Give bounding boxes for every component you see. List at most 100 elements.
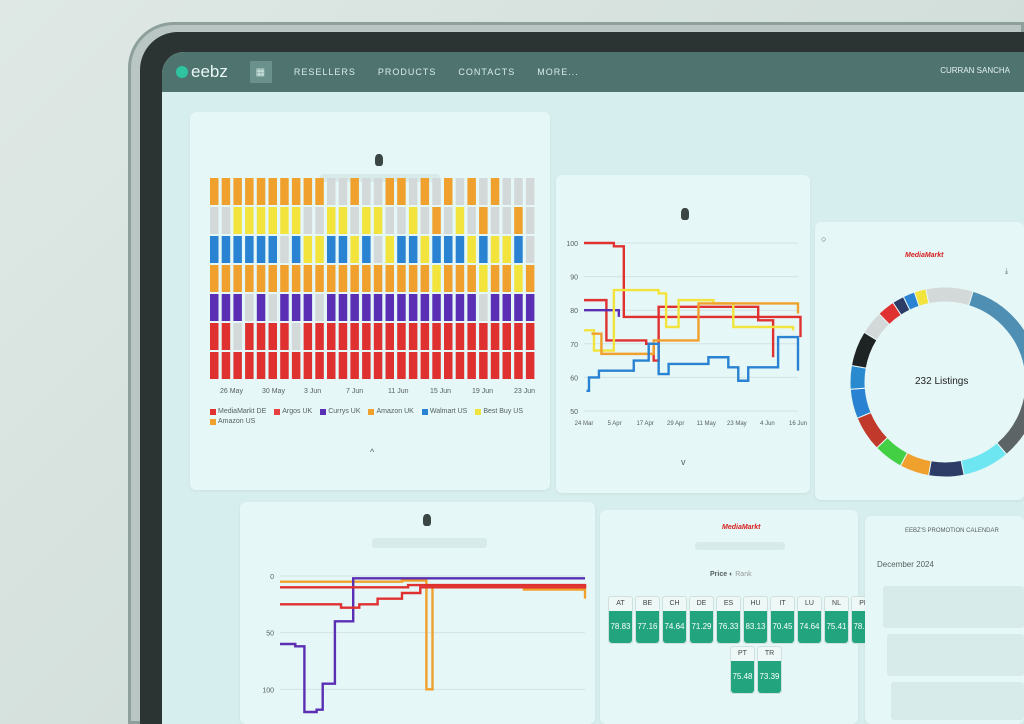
bar-segment[interactable] <box>338 294 348 321</box>
bar-segment[interactable] <box>525 265 535 292</box>
bar-segment[interactable] <box>303 352 313 379</box>
bar-segment[interactable] <box>350 294 359 321</box>
bar-segment[interactable] <box>397 236 406 263</box>
bar-segment[interactable] <box>479 236 488 263</box>
bar-segment[interactable] <box>479 265 488 292</box>
bar-segment[interactable] <box>256 265 266 292</box>
bar-segment[interactable] <box>233 178 242 205</box>
bar-segment[interactable] <box>303 178 313 205</box>
bar-segment[interactable] <box>397 352 406 379</box>
bar-segment[interactable] <box>338 236 348 263</box>
bar-segment[interactable] <box>268 265 278 292</box>
bar-segment[interactable] <box>350 352 359 379</box>
country-tile[interactable]: ES 76.33 <box>716 596 741 644</box>
bar-segment[interactable] <box>291 207 301 234</box>
legend-item[interactable]: Best Buy US <box>475 408 523 415</box>
bar-segment[interactable] <box>303 265 313 292</box>
bar-segment[interactable] <box>444 236 453 263</box>
price-rank-toggle[interactable]: Price ◐ Rank <box>710 571 752 578</box>
bar-segment[interactable] <box>408 207 418 234</box>
legend-item[interactable]: Amazon UK <box>368 408 414 415</box>
bar-segment[interactable] <box>455 352 465 379</box>
bar-segment[interactable] <box>502 294 512 321</box>
pin-icon[interactable] <box>375 154 383 166</box>
bar-segment[interactable] <box>362 265 371 292</box>
bar-segment[interactable] <box>455 178 465 205</box>
bar-segment[interactable] <box>338 207 348 234</box>
bar-segment[interactable] <box>303 236 313 263</box>
bar-segment[interactable] <box>479 352 488 379</box>
bar-segment[interactable] <box>432 265 441 292</box>
bar-segment[interactable] <box>514 207 523 234</box>
series-line[interactable] <box>584 288 795 352</box>
bar-segment[interactable] <box>373 236 383 263</box>
bar-segment[interactable] <box>256 323 266 350</box>
country-tile[interactable]: LU 74.64 <box>797 596 822 644</box>
bar-segment[interactable] <box>514 294 523 321</box>
bar-segment[interactable] <box>268 294 278 321</box>
bar-segment[interactable] <box>432 323 441 350</box>
bar-segment[interactable] <box>280 207 289 234</box>
bar-segment[interactable] <box>291 294 301 321</box>
bar-segment[interactable] <box>291 178 301 205</box>
series-line[interactable] <box>584 309 621 317</box>
donut-slice[interactable] <box>968 290 1024 372</box>
bar-segment[interactable] <box>303 294 313 321</box>
bar-segment[interactable] <box>490 323 500 350</box>
country-tile[interactable]: TR 73.39 <box>757 646 782 694</box>
country-tile[interactable]: AT 78.83 <box>608 596 633 644</box>
legend-item[interactable]: Argos UK <box>274 408 312 415</box>
bar-segment[interactable] <box>280 265 289 292</box>
expand-icon[interactable]: v <box>681 457 686 467</box>
bar-segment[interactable] <box>502 265 512 292</box>
bar-segment[interactable] <box>490 352 500 379</box>
bar-segment[interactable] <box>373 265 383 292</box>
bar-segment[interactable] <box>514 352 523 379</box>
bar-segment[interactable] <box>514 265 523 292</box>
nav-contacts[interactable]: CONTACTS <box>458 67 516 77</box>
bar-segment[interactable] <box>525 207 535 234</box>
bar-segment[interactable] <box>420 265 430 292</box>
series-line[interactable] <box>584 241 802 338</box>
bar-segment[interactable] <box>408 265 418 292</box>
bar-segment[interactable] <box>362 207 371 234</box>
bar-segment[interactable] <box>502 207 512 234</box>
bar-segment[interactable] <box>455 236 465 263</box>
bar-segment[interactable] <box>280 236 289 263</box>
country-tile[interactable]: DE 71.29 <box>689 596 714 644</box>
brand-logo[interactable]: eebz <box>176 62 228 82</box>
bar-segment[interactable] <box>385 294 395 321</box>
bar-segment[interactable] <box>467 352 476 379</box>
series-line[interactable] <box>586 335 800 393</box>
bar-segment[interactable] <box>455 207 465 234</box>
donut-slice[interactable] <box>960 442 1008 476</box>
bar-segment[interactable] <box>315 236 324 263</box>
donut-slice[interactable] <box>849 364 867 390</box>
user-menu[interactable]: CURRAN SANCHA <box>940 66 1010 75</box>
bar-segment[interactable] <box>233 352 242 379</box>
bar-segment[interactable] <box>420 294 430 321</box>
bar-segment[interactable] <box>490 265 500 292</box>
bar-segment[interactable] <box>467 207 476 234</box>
bar-segment[interactable] <box>268 236 278 263</box>
bar-segment[interactable] <box>362 352 371 379</box>
bar-segment[interactable] <box>256 236 266 263</box>
pin-icon[interactable] <box>681 208 689 220</box>
bar-segment[interactable] <box>502 178 512 205</box>
bar-segment[interactable] <box>397 323 406 350</box>
series-line[interactable] <box>280 579 587 691</box>
bar-segment[interactable] <box>432 178 441 205</box>
bar-segment[interactable] <box>303 323 313 350</box>
bar-segment[interactable] <box>362 178 371 205</box>
bar-segment[interactable] <box>280 178 289 205</box>
legend-item[interactable]: Walmart US <box>421 408 467 415</box>
bar-segment[interactable] <box>385 323 395 350</box>
bar-segment[interactable] <box>525 236 535 263</box>
bar-segment[interactable] <box>327 323 336 350</box>
bar-segment[interactable] <box>327 207 336 234</box>
bar-segment[interactable] <box>502 236 512 263</box>
nav-products[interactable]: PRODUCTS <box>377 67 437 77</box>
bar-segment[interactable] <box>327 294 336 321</box>
donut-slice[interactable] <box>849 387 872 419</box>
bar-segment[interactable] <box>303 207 313 234</box>
